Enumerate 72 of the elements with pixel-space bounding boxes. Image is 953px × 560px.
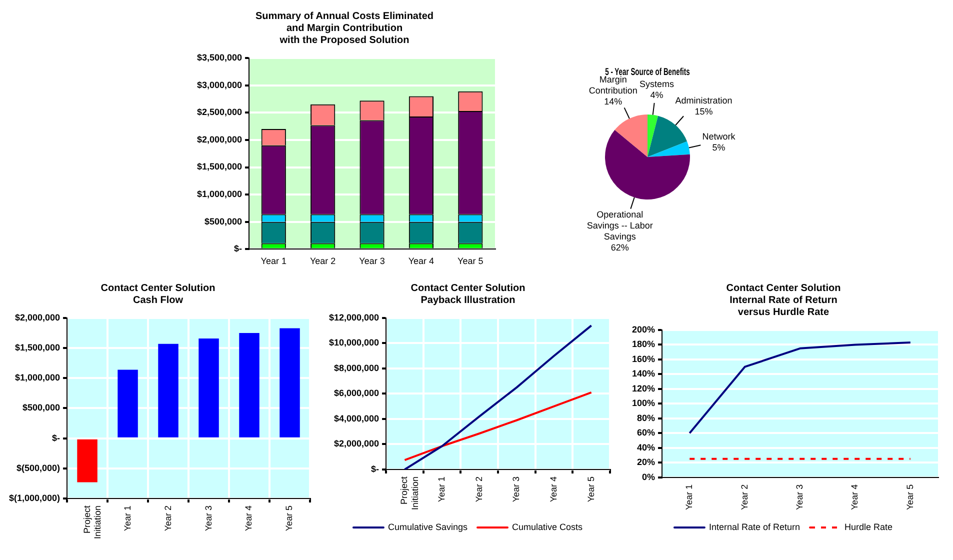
data-label: 4% xyxy=(650,90,664,100)
y-tick-label: $- xyxy=(52,432,60,443)
y-tick-label: $1,500,000 xyxy=(14,342,60,353)
y-tick-label: $3,500,000 xyxy=(196,52,242,62)
y-tick-label: $2,000,000 xyxy=(196,134,242,144)
y-tick-label: 60% xyxy=(637,428,656,438)
y-tick-label: 100% xyxy=(632,398,656,408)
y-tick-label: 160% xyxy=(632,354,656,364)
x-tick-label: Year 5 xyxy=(586,476,596,502)
chart-title: Summary of Annual Costs Eliminated and Margin Contribution with the Proposed Solution xyxy=(256,10,434,46)
y-tick-label: 80% xyxy=(637,412,656,423)
y-tick-label: 40% xyxy=(637,442,656,452)
chart-title: Contact Center Solution Payback Illustration xyxy=(410,282,526,306)
x-tick-label: Year 5 xyxy=(458,256,484,266)
chart-title: Contact Center Solution Internal Rate of Return versus Hurdle Rate xyxy=(726,282,841,318)
y-tick-label: $2,000,000 xyxy=(14,312,60,322)
y-tick-label: 0% xyxy=(642,472,656,482)
x-tick-label: Year 5 xyxy=(904,484,915,510)
y-tick-label: $500,000 xyxy=(204,216,242,226)
legend-label: Internal Rate of Return xyxy=(708,522,800,532)
data-label: 15% xyxy=(694,106,713,116)
y-tick-label: $- xyxy=(234,244,242,254)
x-tick-label: Year 4 xyxy=(244,505,254,532)
y-tick-label: $(500,000) xyxy=(16,462,60,473)
y-tick-label: 180% xyxy=(632,339,656,350)
slice-label: Operational Savings -- Labor Savings xyxy=(586,210,653,242)
legend-label: Cumulative Savings xyxy=(388,522,468,532)
x-tick-label: Year 4 xyxy=(850,484,860,510)
x-tick-label: Year 3 xyxy=(511,476,522,502)
y-tick-label: $1,500,000 xyxy=(196,162,242,172)
x-tick-label: Year 3 xyxy=(359,256,385,266)
x-tick-label: Year 3 xyxy=(203,505,214,532)
x-tick-label: Year 4 xyxy=(408,256,434,266)
legend-label: Cumulative Costs xyxy=(512,522,584,532)
slice-label: Network xyxy=(702,131,736,142)
y-tick-label: $8,000,000 xyxy=(334,362,380,373)
slice-label: Administration xyxy=(675,95,732,106)
y-tick-label: 20% xyxy=(637,457,656,468)
y-tick-label: $6,000,000 xyxy=(334,388,380,398)
y-tick-label: $- xyxy=(371,464,380,474)
y-tick-label: $2,000,000 xyxy=(334,438,380,449)
x-tick-label: Year 2 xyxy=(162,505,173,532)
y-tick-label: 140% xyxy=(632,368,656,379)
slice-label: Systems xyxy=(639,79,674,90)
y-tick-label: 200% xyxy=(632,324,656,334)
y-tick-label: $(1,000,000) xyxy=(8,492,60,503)
x-tick-label: Year 1 xyxy=(122,505,132,532)
x-tick-label: Year 1 xyxy=(684,484,694,510)
x-tick-label: Year 1 xyxy=(436,476,447,502)
x-tick-label: Year 4 xyxy=(548,476,558,502)
y-tick-label: $1,000,000 xyxy=(14,372,60,383)
x-tick-label: Year 1 xyxy=(260,256,286,266)
y-tick-label: $1,000,000 xyxy=(196,189,242,200)
y-tick-label: $10,000,000 xyxy=(328,338,380,348)
data-label: 5% xyxy=(712,142,726,152)
x-tick-label: Project Initiation xyxy=(82,504,103,540)
chart-title: Contact Center Solution Cash Flow xyxy=(100,282,216,306)
x-tick-label: Year 5 xyxy=(284,505,294,532)
y-tick-label: $12,000,000 xyxy=(328,312,380,322)
data-label: 62% xyxy=(610,242,629,253)
x-tick-label: Year 2 xyxy=(310,256,336,266)
x-tick-label: Year 2 xyxy=(739,484,750,510)
data-label: 14% xyxy=(604,96,622,106)
y-tick-label: 120% xyxy=(632,383,656,394)
x-tick-label: Year 3 xyxy=(794,484,804,510)
y-tick-label: $4,000,000 xyxy=(334,413,380,424)
y-tick-label: $2,500,000 xyxy=(196,107,242,118)
x-tick-label: Project Initiation xyxy=(399,476,420,510)
legend-label: Hurdle Rate xyxy=(844,522,893,532)
y-tick-label: $3,000,000 xyxy=(196,80,242,90)
x-tick-label: Year 2 xyxy=(474,476,484,502)
y-tick-label: $500,000 xyxy=(22,402,60,413)
